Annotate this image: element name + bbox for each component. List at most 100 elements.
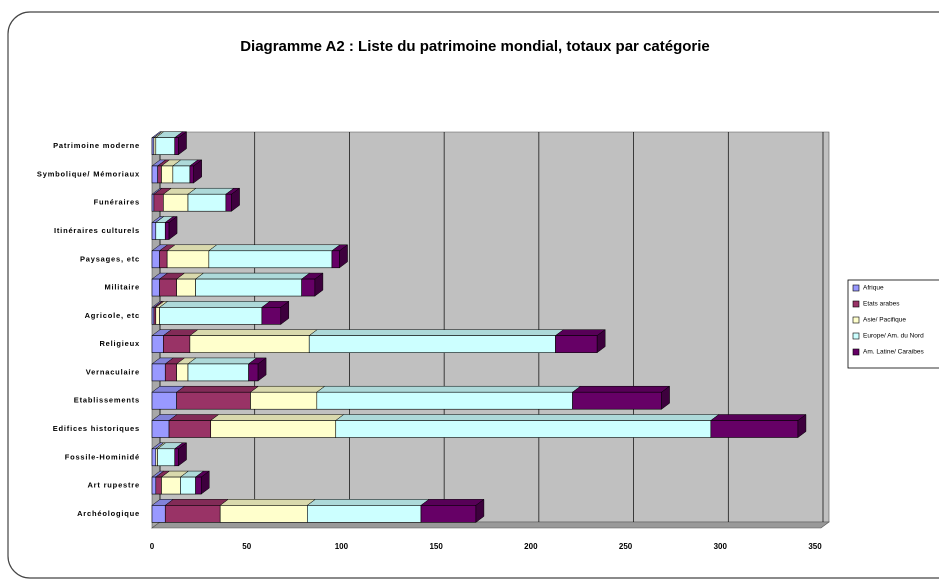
bar bbox=[151, 335, 164, 353]
bar-side bbox=[475, 498, 485, 523]
y-tick-label: Edifices historiques bbox=[53, 424, 140, 433]
bar-top bbox=[175, 385, 260, 393]
legend-swatch bbox=[852, 348, 860, 356]
y-tick-label: Paysages, etc bbox=[80, 254, 140, 263]
y-tick-label: Archéologique bbox=[77, 509, 140, 518]
bar bbox=[174, 448, 179, 467]
back-wall bbox=[159, 131, 830, 523]
legend-label: Asie/ Pacifique bbox=[863, 317, 906, 324]
bar-top bbox=[334, 414, 720, 421]
bar bbox=[172, 165, 191, 184]
bar-side bbox=[596, 329, 606, 354]
bar bbox=[261, 307, 282, 325]
bar bbox=[155, 222, 166, 240]
bar-top bbox=[158, 301, 271, 308]
bar-side bbox=[178, 131, 187, 156]
bar bbox=[157, 165, 162, 184]
bar bbox=[176, 391, 251, 410]
bar-top bbox=[554, 329, 606, 336]
bar bbox=[164, 363, 177, 382]
bar-top bbox=[219, 499, 317, 506]
bar bbox=[151, 505, 166, 523]
bar-side bbox=[168, 216, 178, 240]
bar bbox=[164, 505, 221, 523]
bar bbox=[164, 222, 170, 240]
legend bbox=[847, 279, 939, 369]
bar-top bbox=[710, 414, 807, 421]
bar bbox=[151, 222, 157, 240]
bar bbox=[159, 307, 263, 325]
x-tick-label: 100 bbox=[335, 542, 349, 551]
bar bbox=[555, 335, 598, 353]
bar bbox=[155, 307, 160, 325]
bar bbox=[163, 193, 189, 212]
bar-top bbox=[189, 329, 318, 336]
bar bbox=[308, 335, 556, 353]
y-tick-label: Vernaculaire bbox=[86, 367, 140, 376]
y-tick-label: Patrimoine moderne bbox=[53, 141, 140, 150]
bar bbox=[331, 250, 340, 269]
bar-side bbox=[339, 244, 348, 269]
bar bbox=[195, 476, 202, 495]
bar bbox=[151, 476, 157, 495]
floor bbox=[151, 521, 830, 529]
bar bbox=[301, 278, 316, 297]
bar bbox=[166, 250, 210, 269]
bar bbox=[189, 165, 194, 184]
bar bbox=[151, 278, 160, 297]
bar-top bbox=[166, 244, 218, 252]
legend-swatch bbox=[852, 332, 860, 340]
legend-swatch bbox=[852, 300, 860, 308]
x-tick-label: 50 bbox=[242, 542, 251, 551]
bar bbox=[225, 193, 232, 212]
y-tick-label: Itinéraires culturels bbox=[54, 226, 140, 235]
bar bbox=[174, 137, 179, 155]
bar-top bbox=[571, 385, 671, 393]
legend-label: Afrique bbox=[863, 285, 884, 292]
bar bbox=[176, 363, 189, 382]
bar bbox=[151, 391, 177, 410]
bar bbox=[151, 165, 158, 184]
bar-side bbox=[257, 357, 267, 382]
chart-title: Diagramme A2 : Liste du patrimoine mondi… bbox=[240, 38, 710, 55]
bar bbox=[208, 250, 333, 269]
bar-side bbox=[231, 187, 240, 212]
bar-top bbox=[308, 329, 565, 336]
bar bbox=[155, 137, 176, 155]
bar bbox=[335, 420, 712, 438]
legend-label: Am. Latine/ Caraibes bbox=[863, 349, 924, 356]
bar-top bbox=[194, 272, 311, 280]
x-tick-label: 250 bbox=[619, 542, 633, 551]
y-tick-label: Fossile-Hominidé bbox=[65, 452, 140, 461]
bar bbox=[161, 165, 174, 184]
bar-top bbox=[249, 385, 326, 393]
bar-side bbox=[661, 385, 670, 410]
bar bbox=[159, 250, 168, 269]
bar-side bbox=[280, 300, 290, 325]
x-tick-label: 150 bbox=[429, 542, 443, 551]
x-tick-label: 0 bbox=[150, 542, 155, 551]
bar-top bbox=[168, 414, 220, 421]
bar bbox=[710, 420, 799, 438]
x-tick-label: 200 bbox=[524, 542, 538, 551]
bar-side bbox=[201, 470, 210, 495]
bar bbox=[572, 391, 662, 410]
bar-top bbox=[208, 244, 341, 252]
bar bbox=[153, 193, 164, 212]
y-tick-label: Art rupestre bbox=[87, 481, 140, 490]
y-tick-label: Funéraires bbox=[94, 198, 140, 207]
bar-side bbox=[797, 414, 807, 438]
bar bbox=[163, 335, 191, 353]
legend-swatch bbox=[852, 316, 860, 324]
plot-area: 0 50 100 150 200 250 300 350 Archéologique Art ru… bbox=[37, 131, 830, 551]
bar bbox=[151, 250, 160, 269]
bar bbox=[307, 505, 422, 523]
y-tick-label: Militaire bbox=[104, 283, 140, 292]
bar bbox=[187, 193, 227, 212]
y-tick-label: Symbolique/ Mémoriaux bbox=[37, 169, 140, 178]
bar bbox=[180, 476, 196, 495]
bar bbox=[420, 505, 477, 523]
bar-top bbox=[420, 499, 485, 506]
bar-side bbox=[178, 442, 187, 467]
bar bbox=[151, 448, 157, 467]
